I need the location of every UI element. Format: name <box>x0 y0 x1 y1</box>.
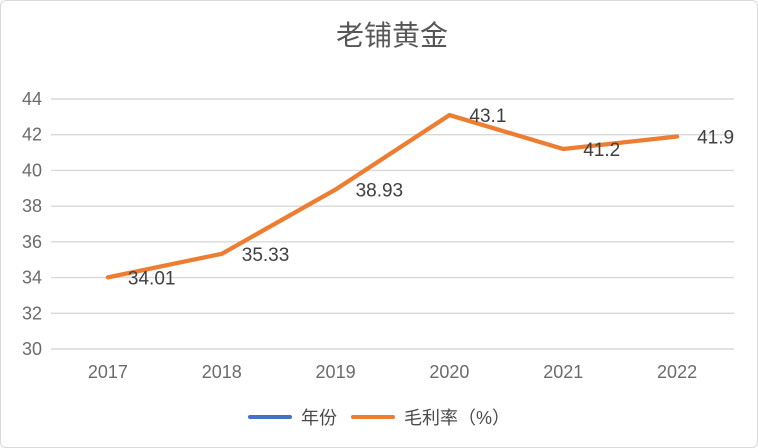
y-tick-label: 40 <box>22 160 42 180</box>
y-tick-label: 38 <box>22 196 42 216</box>
y-tick-label: 44 <box>22 89 42 109</box>
data-label: 41.9 <box>697 128 734 149</box>
legend-swatch-nianfen <box>247 414 292 420</box>
y-tick-label: 34 <box>22 268 42 288</box>
y-tick-label: 36 <box>22 232 42 252</box>
y-tick-label: 42 <box>22 125 42 145</box>
legend-label-nianfen: 年份 <box>300 408 337 428</box>
data-label: 34.01 <box>128 268 176 289</box>
y-tick-label: 30 <box>22 339 42 359</box>
x-tick-label: 2022 <box>657 362 697 382</box>
legend-label-maolilv: 毛利率（%） <box>403 408 510 428</box>
legend-swatch-maolilv <box>350 414 395 420</box>
legend: 年份 毛利率（%） <box>1 404 757 430</box>
x-tick-label: 2019 <box>316 362 356 382</box>
data-label: 35.33 <box>242 245 290 266</box>
data-label: 41.2 <box>583 140 620 161</box>
legend-item-maolilv: 毛利率（%） <box>350 404 510 430</box>
x-tick-label: 2017 <box>88 362 128 382</box>
x-tick-label: 2021 <box>543 362 583 382</box>
data-label: 43.1 <box>469 106 506 127</box>
chart-title: 老铺黄金 <box>335 19 448 52</box>
y-tick-label: 32 <box>22 303 42 323</box>
x-tick-label: 2020 <box>429 362 469 382</box>
series-line <box>105 112 680 280</box>
x-tick-label: 2018 <box>202 362 242 382</box>
legend-item-nianfen: 年份 <box>247 404 337 430</box>
data-label: 38.93 <box>356 181 404 202</box>
